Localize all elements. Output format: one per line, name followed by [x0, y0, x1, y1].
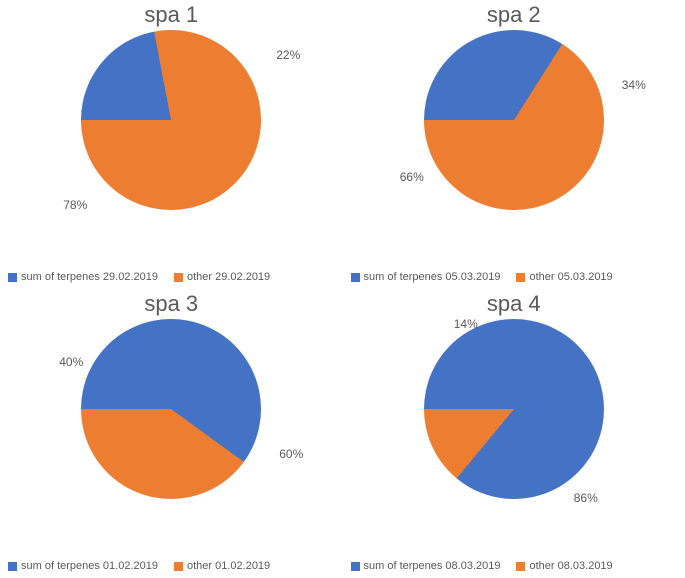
legend-swatch [351, 562, 360, 571]
pie-graphic [81, 30, 261, 210]
legend-item: sum of terpenes 05.03.2019 [351, 271, 501, 283]
pie-chart-spa1: 22% 78% [81, 30, 261, 210]
legend-text: other 08.03.2019 [529, 560, 612, 572]
pie-chart-spa3: 60% 40% [81, 319, 261, 499]
legend-item: sum of terpenes 29.02.2019 [8, 271, 158, 283]
legend: sum of terpenes 08.03.2019 other 08.03.2… [343, 560, 685, 572]
pie-graphic [424, 319, 604, 499]
legend-swatch [8, 562, 17, 571]
chart-cell-spa4: spa 4 86% 14% sum of terpenes 08.03.2019… [343, 289, 685, 578]
legend-item: other 01.02.2019 [174, 560, 270, 572]
slice-pct-label: 40% [59, 355, 83, 369]
legend-text: other 05.03.2019 [529, 271, 612, 283]
chart-cell-spa1: spa 1 22% 78% sum of terpenes 29.02.2019… [0, 0, 343, 289]
slice-pct-label: 14% [454, 317, 478, 331]
chart-title: spa 2 [487, 2, 541, 28]
slice-pct-label: 22% [276, 48, 300, 62]
legend-swatch [351, 273, 360, 282]
slice-pct-label: 66% [400, 170, 424, 184]
legend-swatch [8, 273, 17, 282]
chart-grid: spa 1 22% 78% sum of terpenes 29.02.2019… [0, 0, 685, 578]
slice-pct-label: 78% [63, 198, 87, 212]
legend-item: other 05.03.2019 [516, 271, 612, 283]
legend-item: other 29.02.2019 [174, 271, 270, 283]
chart-cell-spa2: spa 2 34% 66% sum of terpenes 05.03.2019… [343, 0, 685, 289]
chart-title: spa 4 [487, 291, 541, 317]
slice-pct-label: 60% [279, 447, 303, 461]
legend-text: other 29.02.2019 [187, 271, 270, 283]
legend-text: sum of terpenes 05.03.2019 [364, 271, 501, 283]
legend-text: sum of terpenes 08.03.2019 [364, 560, 501, 572]
pie-chart-spa4: 86% 14% [424, 319, 604, 499]
pie-graphic [424, 30, 604, 210]
legend: sum of terpenes 29.02.2019 other 29.02.2… [0, 271, 343, 283]
legend-swatch [174, 562, 183, 571]
legend-item: other 08.03.2019 [516, 560, 612, 572]
legend-text: sum of terpenes 29.02.2019 [21, 271, 158, 283]
legend-item: sum of terpenes 08.03.2019 [351, 560, 501, 572]
pie-graphic [81, 319, 261, 499]
slice-pct-label: 86% [574, 491, 598, 505]
legend-item: sum of terpenes 01.02.2019 [8, 560, 158, 572]
legend: sum of terpenes 05.03.2019 other 05.03.2… [343, 271, 685, 283]
legend: sum of terpenes 01.02.2019 other 01.02.2… [0, 560, 343, 572]
pie-chart-spa2: 34% 66% [424, 30, 604, 210]
legend-swatch [516, 273, 525, 282]
slice-pct-label: 34% [622, 78, 646, 92]
legend-swatch [516, 562, 525, 571]
legend-text: other 01.02.2019 [187, 560, 270, 572]
legend-text: sum of terpenes 01.02.2019 [21, 560, 158, 572]
chart-title: spa 1 [144, 2, 198, 28]
chart-title: spa 3 [144, 291, 198, 317]
legend-swatch [174, 273, 183, 282]
chart-cell-spa3: spa 3 60% 40% sum of terpenes 01.02.2019… [0, 289, 343, 578]
